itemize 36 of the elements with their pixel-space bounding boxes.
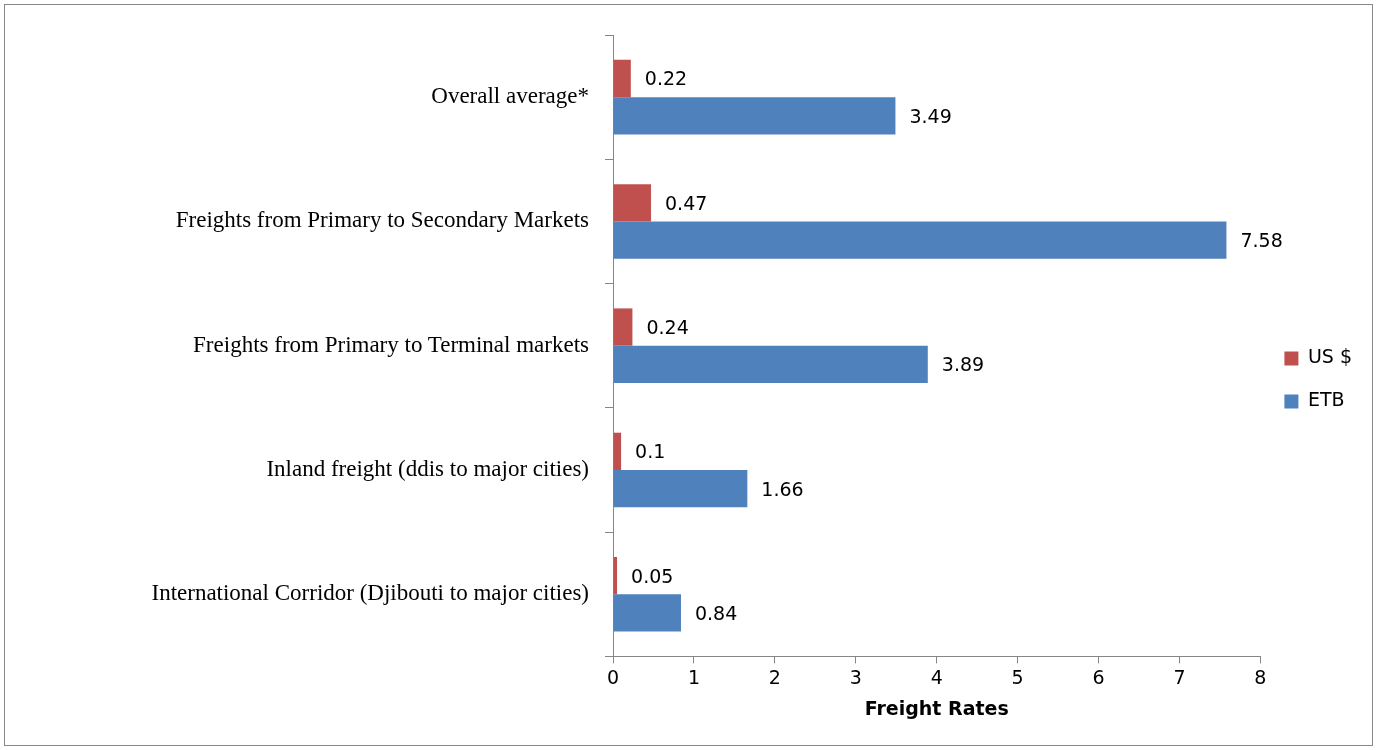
- legend-label: ETB: [1307, 388, 1345, 411]
- bar: [613, 594, 681, 632]
- data-label: 1.66: [761, 477, 804, 500]
- x-tick-label: 4: [930, 665, 943, 688]
- bar: [613, 97, 896, 135]
- x-tick-label: 2: [768, 665, 781, 688]
- bar: [613, 308, 633, 346]
- bar: [613, 432, 622, 470]
- bar: [613, 345, 928, 383]
- bar: [613, 59, 631, 98]
- bar: [613, 184, 652, 222]
- x-tick-label: 5: [1011, 665, 1024, 688]
- y-tick-label: Freights from Primary to Secondary Markets: [175, 207, 590, 233]
- data-label: 0.84: [694, 601, 738, 624]
- y-tick-label: Freights from Primary to Terminal markets: [193, 331, 590, 357]
- x-tick-label: 3: [849, 665, 862, 688]
- x-tick-label: 8: [1254, 665, 1267, 688]
- data-label: 3.89: [941, 353, 985, 376]
- x-tick-label: 7: [1173, 665, 1186, 688]
- bar: [613, 221, 1227, 259]
- data-label: 7.58: [1240, 229, 1283, 251]
- data-label: 0.1: [635, 440, 666, 463]
- x-axis-title: Freight Rates: [864, 696, 1009, 719]
- x-tick-label: 0: [606, 665, 620, 688]
- y-tick-label: Overall average*: [431, 83, 589, 109]
- data-label: 0.24: [646, 316, 689, 338]
- y-tick-label: Inland freight (ddis to major cities): [266, 456, 589, 482]
- bar: [613, 469, 748, 508]
- data-label: 0.22: [644, 67, 688, 90]
- data-label: 3.49: [909, 104, 952, 127]
- y-tick-label: International Corridor (Djibouti to major cities): [151, 580, 589, 606]
- data-label: 0.47: [665, 191, 708, 214]
- x-tick-label: 6: [1092, 665, 1105, 688]
- x-tick-label: 1: [687, 665, 700, 688]
- legend-label: US $: [1307, 345, 1353, 368]
- data-label: 0.05: [631, 564, 674, 587]
